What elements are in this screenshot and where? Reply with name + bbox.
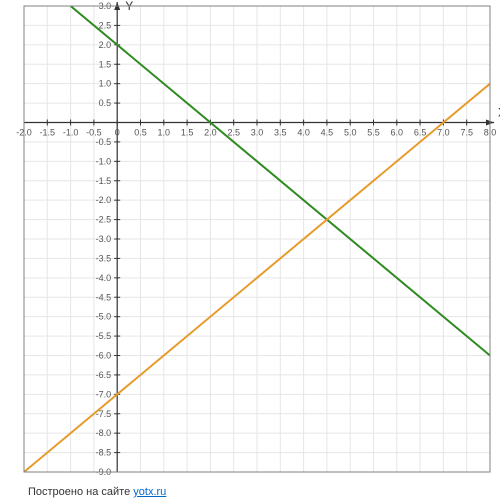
svg-text:3.5: 3.5 (274, 128, 287, 138)
svg-text:0: 0 (115, 128, 120, 138)
svg-text:2.5: 2.5 (227, 128, 240, 138)
svg-text:-3.0: -3.0 (96, 234, 112, 244)
svg-text:-1.5: -1.5 (96, 176, 112, 186)
svg-text:-1.5: -1.5 (40, 128, 56, 138)
svg-text:5.0: 5.0 (344, 128, 357, 138)
svg-text:0.5: 0.5 (134, 128, 147, 138)
svg-text:4.0: 4.0 (297, 128, 310, 138)
svg-text:-1.0: -1.0 (96, 156, 112, 166)
svg-text:1.0: 1.0 (158, 128, 171, 138)
svg-text:-4.5: -4.5 (96, 292, 112, 302)
chart-container: XY-2.0-1.5-1.0-0.500.51.01.52.02.53.03.5… (0, 0, 500, 502)
svg-text:-2.5: -2.5 (96, 215, 112, 225)
footer-credit: Построено на сайте yotx.ru (28, 486, 166, 498)
footer-link[interactable]: yotx.ru (133, 486, 166, 498)
svg-text:2.0: 2.0 (99, 40, 112, 50)
svg-text:-8.0: -8.0 (96, 428, 112, 438)
svg-text:-3.5: -3.5 (96, 253, 112, 263)
svg-text:-6.0: -6.0 (96, 351, 112, 361)
svg-text:7.5: 7.5 (460, 128, 473, 138)
svg-text:6.0: 6.0 (391, 128, 404, 138)
svg-text:-5.0: -5.0 (96, 312, 112, 322)
svg-text:2.5: 2.5 (99, 20, 112, 30)
svg-text:-1.0: -1.0 (63, 128, 79, 138)
svg-text:6.5: 6.5 (414, 128, 427, 138)
svg-text:-7.0: -7.0 (96, 389, 112, 399)
svg-text:-6.5: -6.5 (96, 370, 112, 380)
svg-text:3.0: 3.0 (251, 128, 264, 138)
svg-text:-8.5: -8.5 (96, 448, 112, 458)
svg-text:-4.0: -4.0 (96, 273, 112, 283)
footer-prefix: Построено на сайте (28, 486, 133, 498)
svg-text:-0.5: -0.5 (96, 137, 112, 147)
svg-text:5.5: 5.5 (367, 128, 380, 138)
line-chart: XY-2.0-1.5-1.0-0.500.51.01.52.02.53.03.5… (0, 0, 500, 502)
svg-text:7.0: 7.0 (437, 128, 450, 138)
svg-text:-2.0: -2.0 (96, 195, 112, 205)
svg-text:2.0: 2.0 (204, 128, 217, 138)
svg-text:-5.5: -5.5 (96, 331, 112, 341)
svg-text:0.5: 0.5 (99, 98, 112, 108)
svg-text:4.5: 4.5 (321, 128, 334, 138)
svg-text:1.5: 1.5 (181, 128, 194, 138)
svg-text:1.0: 1.0 (99, 79, 112, 89)
svg-text:1.5: 1.5 (99, 59, 112, 69)
